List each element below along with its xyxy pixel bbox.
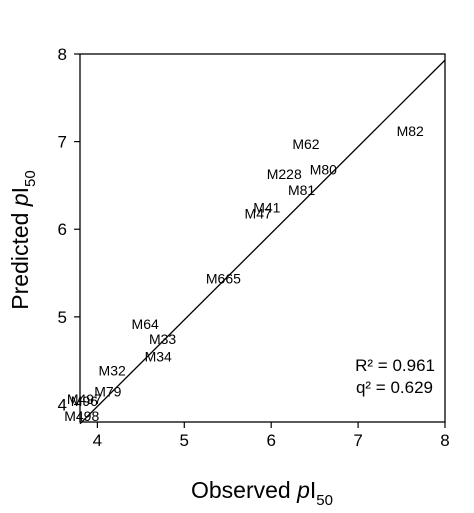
x-tick-label: 7 <box>353 431 362 450</box>
data-point-label: M498 <box>64 408 99 424</box>
data-point-label: M34 <box>145 348 172 364</box>
x-tick-label: 4 <box>93 431 102 450</box>
x-tick-label: 6 <box>266 431 275 450</box>
data-point-label: M47 <box>245 205 272 221</box>
data-point-label: M228 <box>267 166 302 182</box>
data-point-label: M497 <box>67 391 102 407</box>
regression-line <box>79 59 446 425</box>
x-axis-title: Observed pI50 <box>191 477 333 509</box>
plot-frame <box>79 53 446 423</box>
data-point-label: M80 <box>310 162 337 178</box>
data-point-label: M41 <box>253 199 280 215</box>
y-tick-label: 6 <box>58 220 67 239</box>
q-squared-annotation: q² = 0.629 <box>356 378 433 397</box>
data-point-label: M33 <box>149 331 176 347</box>
data-point-label: M665 <box>206 270 241 286</box>
data-point-label: M96 <box>71 393 98 409</box>
data-point-label: M81 <box>288 182 315 198</box>
data-point-label: M79 <box>94 383 121 399</box>
data-point-label: M32 <box>99 362 126 378</box>
y-tick-label: 8 <box>58 45 67 64</box>
y-tick-label: 7 <box>58 133 67 152</box>
data-point-label: M64 <box>132 316 159 332</box>
y-axis-ticks: 4 5 6 7 8 <box>58 45 80 414</box>
x-tick-label: 8 <box>440 431 449 450</box>
x-tick-label: 5 <box>180 431 189 450</box>
y-axis-title: Predicted pI50 <box>7 170 39 309</box>
y-tick-label: 5 <box>58 308 67 327</box>
y-tick-label: 4 <box>58 395 67 414</box>
x-axis-ticks: 4 5 6 7 8 <box>93 422 450 450</box>
data-point-label: M62 <box>292 136 319 152</box>
data-point-label: M82 <box>397 123 424 139</box>
r-squared-annotation: R² = 0.961 <box>355 356 435 375</box>
